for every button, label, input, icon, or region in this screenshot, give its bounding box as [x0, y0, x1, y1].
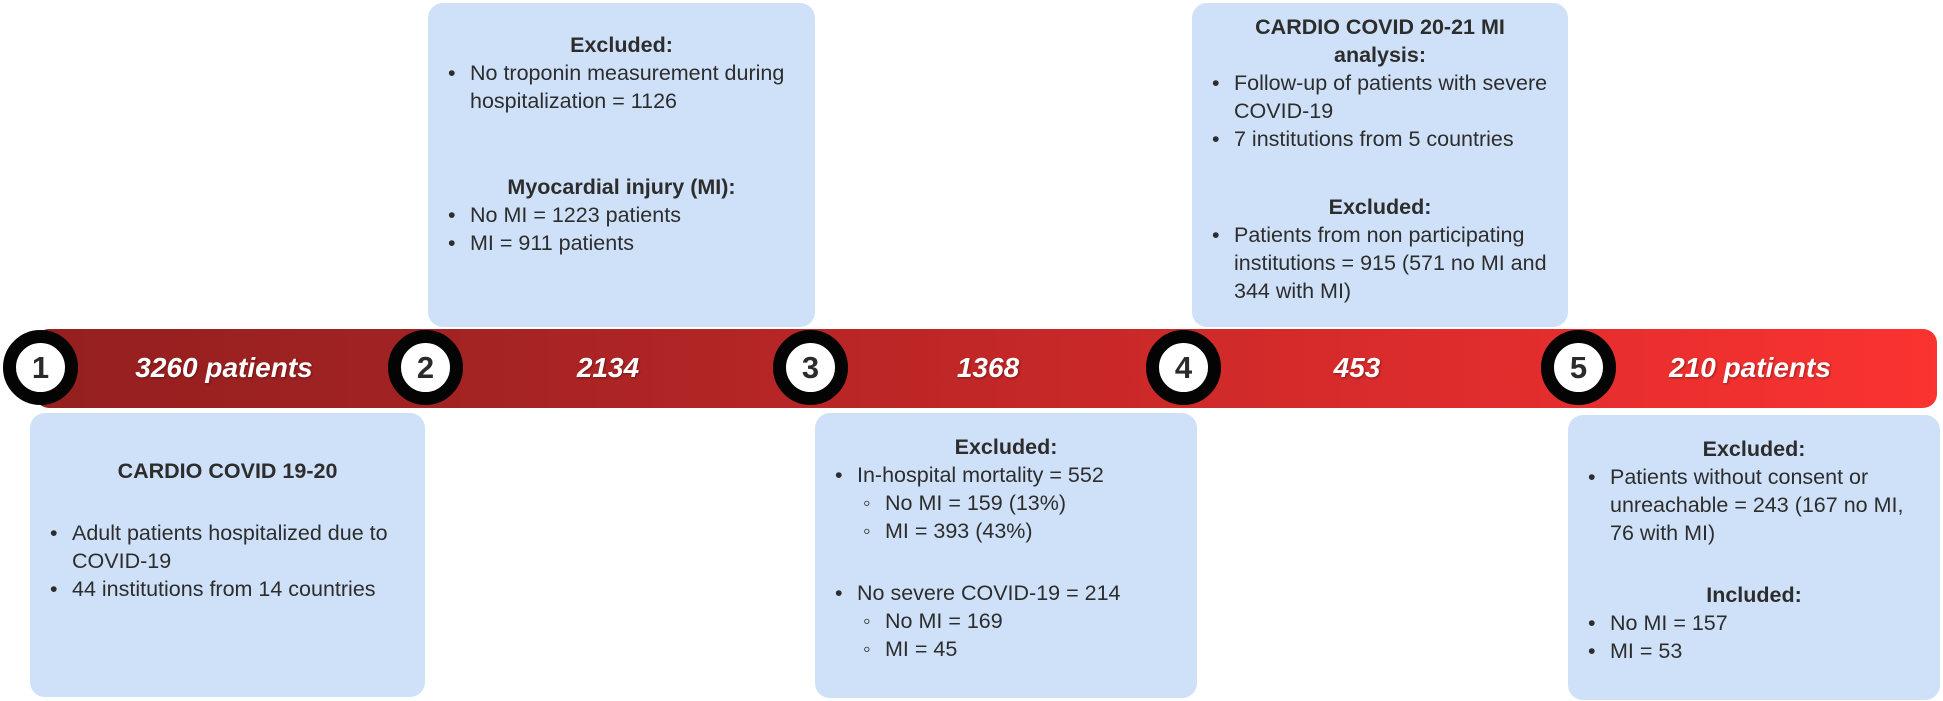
stage-label-2: 2134: [576, 352, 640, 383]
bullet-icon: •: [1212, 127, 1220, 151]
stage-label-1: 3260 patients: [135, 352, 313, 383]
list-item: • Follow-up of patients with severe COVI…: [1212, 69, 1548, 125]
stage-number: 1: [31, 349, 50, 385]
box-cardio-covid-19-20: CARDIO COVID 19-20 • Adult patients hosp…: [30, 413, 425, 697]
excluded-heading: Excluded:: [1328, 195, 1432, 219]
list-item: • No MI = 157: [1588, 609, 1920, 637]
bullet-icon: •: [1588, 465, 1596, 489]
included-heading: Included:: [1706, 583, 1802, 607]
bullet-icon: •: [835, 463, 843, 487]
list-subitem: ◦ No MI = 159 (13%): [835, 489, 1177, 517]
stage-number: 5: [1569, 349, 1588, 385]
bullet-icon: •: [1212, 223, 1220, 247]
list-subitem: ◦ MI = 393 (43%): [835, 517, 1177, 545]
list-item: • In-hospital mortality = 552: [835, 461, 1177, 489]
bullet-icon: •: [50, 577, 58, 601]
bullet-icon: •: [1588, 611, 1596, 635]
list-subitem: ◦ No MI = 169: [835, 607, 1177, 635]
stage-label-5: 210 patients: [1669, 352, 1831, 383]
study-heading: CARDIO COVID 19-20: [117, 459, 338, 483]
subbullet-icon: ◦: [863, 609, 871, 633]
subbullet-text: MI = 45: [885, 637, 958, 661]
stage-circle-3: 3: [773, 330, 848, 405]
list-item: • MI = 53: [1588, 637, 1920, 665]
list-item: • MI = 911 patients: [448, 229, 795, 257]
stage-circle-2: 2: [388, 330, 463, 405]
bullet-icon: •: [448, 231, 456, 255]
spacer: [1212, 153, 1548, 193]
list-item: • 7 institutions from 5 countries: [1212, 125, 1548, 153]
spacer: [448, 115, 795, 173]
list-item: • No severe COVID-19 = 214: [835, 579, 1177, 607]
stage-label-4: 453: [1333, 352, 1381, 383]
bullet-icon: •: [448, 61, 456, 85]
box-mortality-exclusions: Excluded: • In-hospital mortality = 552 …: [815, 413, 1197, 698]
bullet-text: No troponin measurement during hospitali…: [470, 61, 785, 113]
analysis-heading: CARDIO COVID 20-21 MI analysis:: [1255, 15, 1505, 67]
spacer: [835, 545, 1177, 579]
bullet-text: Patients from non participating institut…: [1234, 223, 1547, 303]
spacer: [1588, 547, 1920, 581]
list-item: • Adult patients hospitalized due to COV…: [50, 519, 405, 575]
stage-circle-5: 5: [1541, 330, 1616, 405]
list-item: • 44 institutions from 14 countries: [50, 575, 405, 603]
bullet-text: Patients without consent or unreachable …: [1610, 465, 1904, 545]
stage-number: 4: [1174, 349, 1193, 385]
bullet-text: Follow-up of patients with severe COVID-…: [1234, 71, 1548, 123]
list-item: • No troponin measurement during hospita…: [448, 59, 795, 115]
bullet-text: No MI = 1223 patients: [470, 203, 681, 227]
list-item: • Patients from non participating instit…: [1212, 221, 1548, 305]
excluded-heading: Excluded:: [954, 435, 1058, 459]
bullet-text: No severe COVID-19 = 214: [857, 581, 1121, 605]
myocardial-injury-heading: Myocardial injury (MI):: [507, 175, 736, 199]
stage-number: 3: [801, 349, 820, 385]
subbullet-icon: ◦: [863, 637, 871, 661]
bullet-icon: •: [835, 581, 843, 605]
subbullet-icon: ◦: [863, 491, 871, 515]
stage-label-3: 1368: [956, 352, 1020, 383]
bullet-icon: •: [1212, 71, 1220, 95]
list-item: • Patients without consent or unreachabl…: [1588, 463, 1920, 547]
bullet-text: 7 institutions from 5 countries: [1234, 127, 1514, 151]
bullet-text: 44 institutions from 14 countries: [72, 577, 376, 601]
subbullet-text: MI = 393 (43%): [885, 519, 1033, 543]
excluded-heading: Excluded:: [570, 33, 673, 57]
bullet-icon: •: [1588, 639, 1596, 663]
box-consent-included: Excluded: • Patients without consent or …: [1568, 415, 1940, 700]
box-mi-analysis: CARDIO COVID 20-21 MI analysis: • Follow…: [1192, 3, 1568, 327]
timeline-bar: [35, 329, 1937, 408]
subbullet-icon: ◦: [863, 519, 871, 543]
subbullet-text: No MI = 159 (13%): [885, 491, 1067, 515]
stage-circle-4: 4: [1146, 330, 1221, 405]
spacer: [50, 485, 405, 519]
bullet-icon: •: [448, 203, 456, 227]
bullet-text: Adult patients hospitalized due to COVID…: [72, 521, 388, 573]
stage-number: 2: [416, 349, 435, 385]
bullet-icon: •: [50, 521, 58, 545]
box-troponin-exclusions: Excluded: • No troponin measurement duri…: [428, 3, 815, 327]
excluded-heading: Excluded:: [1702, 437, 1806, 461]
bullet-text: MI = 53: [1610, 639, 1683, 663]
bullet-text: In-hospital mortality = 552: [857, 463, 1104, 487]
list-subitem: ◦ MI = 45: [835, 635, 1177, 663]
bullet-text: No MI = 157: [1610, 611, 1728, 635]
subbullet-text: No MI = 169: [885, 609, 1003, 633]
bullet-text: MI = 911 patients: [470, 231, 634, 255]
stage-circle-1: 1: [3, 330, 78, 405]
list-item: • No MI = 1223 patients: [448, 201, 795, 229]
